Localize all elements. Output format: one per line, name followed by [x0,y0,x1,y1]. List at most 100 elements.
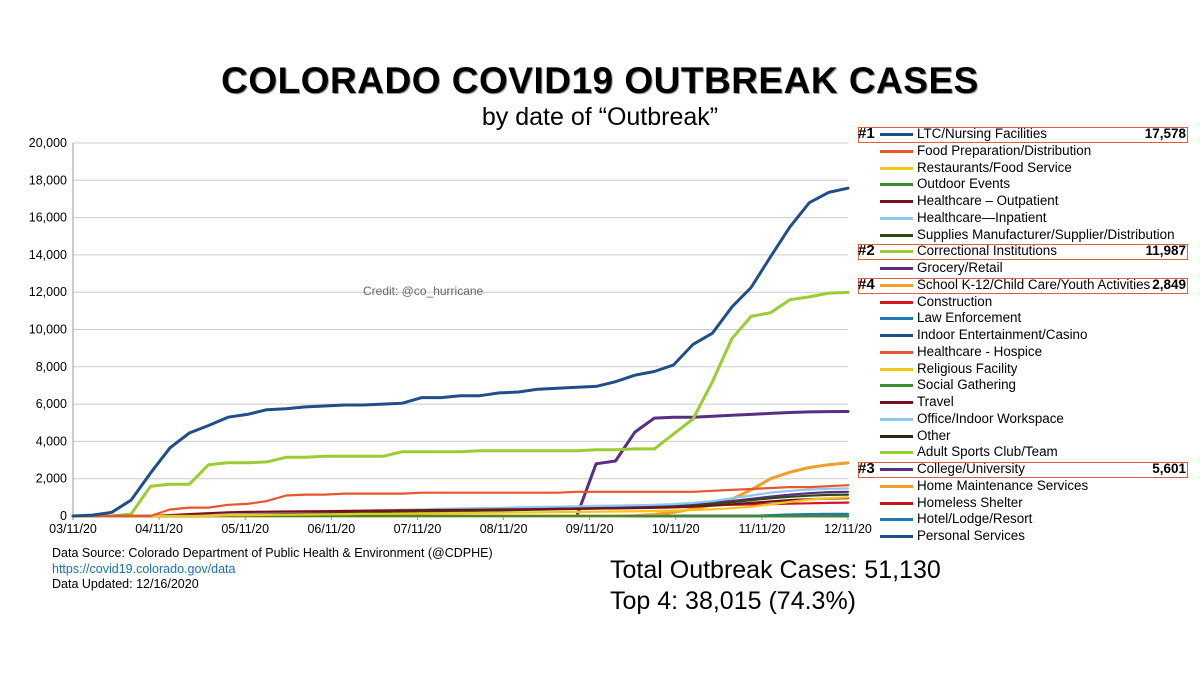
legend-item: Outdoor Events [858,176,1190,193]
legend-item: Hotel/Lodge/Resort [858,511,1190,528]
x-tick-label: 12/11/20 [824,522,872,536]
legend-item: Social Gathering [858,377,1190,394]
legend-total: 17,578 [1144,126,1186,141]
legend-item: Adult Sports Club/Team [858,444,1190,461]
legend-label: Homeless Shelter [917,494,1023,510]
legend-label: Social Gathering [917,377,1016,393]
legend-item: Food Preparation/Distribution [858,143,1190,160]
legend-label: Personal Services [917,528,1025,543]
legend-label: LTC/Nursing Facilities [917,126,1047,141]
legend-label: Restaurants/Food Service [917,159,1072,175]
legend-highlight-box [858,244,1188,261]
legend-item: #3 College/University 5,601 [858,460,1190,478]
top4-summary: Top 4: 38,015 (74.3%) [610,587,856,615]
series-line-4 [71,497,850,518]
legend-total: 2,849 [1152,276,1186,292]
legend-swatch [880,334,913,337]
y-tick-label: 18,000 [29,173,67,187]
credit-text: Credit: @co_hurricane [363,284,484,298]
series-line-7 [71,290,850,518]
data-source-line: Data Source: Colorado Department of Publ… [52,546,493,560]
legend-swatch [880,200,913,203]
x-tick-label: 11/11/20 [738,522,785,536]
legend-swatch [880,300,913,304]
legend-swatch [880,350,913,354]
legend-label: Construction [917,293,993,309]
legend-swatch [880,233,913,237]
x-tick-label: 07/11/20 [394,522,442,536]
legend-item: Indoor Entertainment/Casino [858,327,1190,344]
legend-swatch [880,468,913,471]
legend-swatch [880,484,913,488]
legend-rank: #3 [858,460,875,477]
data-source-link[interactable]: https://covid19.colorado.gov/data [52,561,236,576]
y-tick-label: 16,000 [29,211,67,225]
total-outbreak-cases: Total Outbreak Cases: 51,130 [610,556,941,584]
legend-swatch [880,317,913,321]
legend-label: Correctional Institutions [917,243,1057,259]
series-line-2 [71,496,850,518]
legend-item: Law Enforcement [858,310,1190,327]
legend-label: Grocery/Retail [917,260,1003,275]
legend-item: Grocery/Retail [858,260,1190,277]
x-tick-label: 04/11/20 [135,522,183,536]
legend-label: Adult Sports Club/Team [917,444,1058,460]
legend-item: Religious Facility [858,361,1190,378]
legend-swatch [880,451,913,455]
legend-swatch [880,367,913,371]
legend-highlight-box [858,277,1188,294]
legend-swatch [880,434,913,438]
x-tick-label: 08/11/20 [480,522,528,536]
legend-item: Travel [858,394,1190,411]
legend-swatch [880,183,913,187]
data-updated-line: Data Updated: 12/16/2020 [52,577,199,591]
legend-item: Healthcare—Inpatient [858,210,1190,227]
legend-item: Other [858,428,1190,445]
legend-label: Home Maintenance Services [917,477,1089,493]
y-tick-label: 8,000 [36,360,67,374]
legend-label: Travel [917,394,954,409]
y-tick-label: 10,000 [29,323,67,337]
legend-label: Office/Indoor Workspace [917,410,1064,426]
legend-highlight-box [858,127,1188,143]
legend-swatch [880,267,913,270]
x-tick-label: 05/11/20 [221,522,269,536]
legend-item: #4 School K-12/Child Care/Youth Activitie… [858,275,1190,294]
legend-item: Healthcare - Hospice [858,344,1190,361]
legend-rank: #4 [858,275,875,293]
chart-title: COLORADO COVID19 OUTBREAK CASES [221,60,979,101]
legend-label: School K-12/Child Care/Youth Activities [917,276,1151,292]
legend-label: Healthcare - Hospice [917,343,1043,359]
legend-label: College/University [917,461,1025,476]
y-tick-label: 0 [60,509,67,523]
legend-swatch [880,384,913,388]
legend-swatch [880,133,913,136]
legend-item: Office/Indoor Workspace [858,411,1190,428]
data-source: Data Source: Colorado Department of Publ… [52,546,493,593]
legend-item: #2 Correctional Institutions 11,987 [858,242,1190,261]
y-tick-label: 4,000 [36,434,67,448]
legend-item: Homeless Shelter [858,495,1190,512]
chart-legend: #1 LTC/Nursing Facilities 17,578 Food Prepa… [858,125,1190,545]
legend-swatch [880,518,913,522]
legend-total: 5,601 [1152,461,1186,476]
legend-swatch [880,166,913,170]
legend-label: Other [917,427,951,443]
legend-swatch [880,216,913,220]
legend-label: Supplies Manufacturer/Supplier/Distribut… [917,226,1175,242]
y-tick-label: 14,000 [29,248,67,262]
x-tick-label: 09/11/20 [566,522,614,536]
legend-item: Home Maintenance Services [858,478,1190,495]
legend-label: Hotel/Lodge/Resort [917,511,1033,527]
legend-swatch [880,401,913,404]
legend-item: Construction [858,294,1190,311]
legend-item: Personal Services [858,528,1190,545]
legend-label: Law Enforcement [917,310,1022,326]
legend-swatch [880,535,913,538]
legend-swatch [880,501,913,505]
legend-label: Healthcare – Outpatient [917,193,1059,208]
legend-label: Religious Facility [917,360,1018,376]
legend-highlight-box [858,462,1188,478]
totals-summary: Total Outbreak Cases: 51,130 Top 4: 38,0… [610,555,941,617]
